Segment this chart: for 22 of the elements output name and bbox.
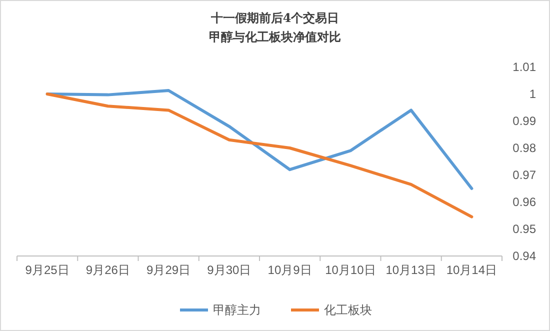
x-tick-label: 10月13日 [386, 263, 436, 277]
y-tick-label: 0.96 [512, 195, 536, 209]
legend-label: 化工板块 [324, 303, 372, 317]
x-tick-label: 10月10日 [325, 263, 376, 277]
y-tick-label: 1.01 [512, 60, 536, 74]
x-tick-label: 9月25日 [25, 263, 70, 277]
x-tick-label: 9月26日 [86, 263, 130, 277]
y-tick-label: 0.98 [512, 141, 536, 155]
x-tick-label: 10月9日 [268, 263, 312, 277]
chart-title: 十一假期前后4个交易日 [210, 11, 340, 25]
y-tick-label: 0.95 [512, 222, 536, 236]
x-tick-label: 9月30日 [207, 263, 252, 277]
x-tick-label: 10月14日 [446, 263, 498, 277]
y-tick-label: 1 [529, 87, 536, 101]
line-series [46, 92, 474, 218]
line-series [46, 88, 474, 190]
chart-subtitle: 甲醇与化工板块净值对比 [209, 30, 341, 44]
x-tick-label: 9月29日 [146, 263, 191, 277]
y-tick-label: 0.97 [512, 168, 536, 182]
y-tick-label: 0.94 [512, 249, 536, 263]
legend-label: 甲醇主力 [213, 303, 261, 317]
y-tick-label: 0.99 [512, 114, 536, 128]
